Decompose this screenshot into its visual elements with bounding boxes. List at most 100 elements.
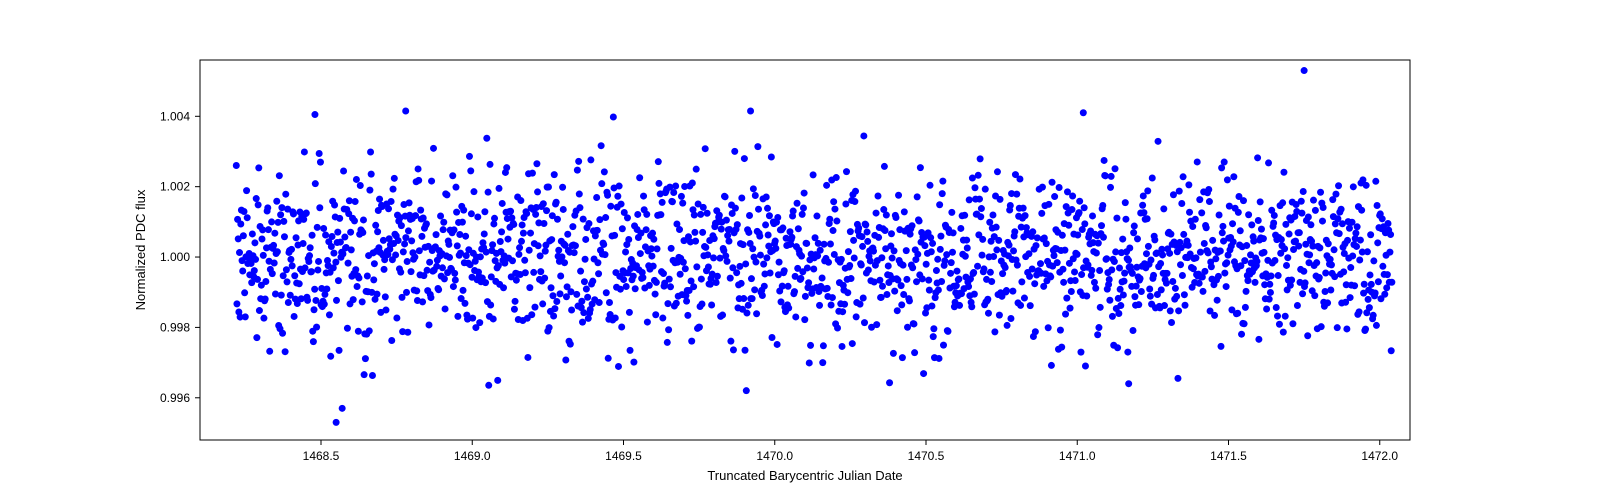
data-point xyxy=(255,164,262,171)
data-point xyxy=(698,301,705,308)
data-point xyxy=(1026,273,1033,280)
data-point xyxy=(1372,178,1379,185)
data-point xyxy=(462,233,469,240)
data-point xyxy=(426,321,433,328)
data-point xyxy=(435,286,442,293)
data-point xyxy=(285,299,292,306)
data-point xyxy=(494,377,501,384)
data-point xyxy=(1189,223,1196,230)
data-point xyxy=(352,266,359,273)
data-point xyxy=(1335,182,1342,189)
data-point xyxy=(406,199,413,206)
data-point xyxy=(691,229,698,236)
data-point xyxy=(1032,328,1039,335)
data-point xyxy=(1172,285,1179,292)
data-point xyxy=(1298,210,1305,217)
data-point xyxy=(423,220,430,227)
data-point xyxy=(1002,264,1009,271)
data-point xyxy=(548,284,555,291)
data-point xyxy=(589,278,596,285)
data-point xyxy=(1139,202,1146,209)
data-point xyxy=(511,306,518,313)
data-point xyxy=(253,195,260,202)
data-point xyxy=(577,268,584,275)
data-point xyxy=(270,242,277,249)
data-point xyxy=(985,310,992,317)
data-point xyxy=(1263,305,1270,312)
data-point xyxy=(1331,246,1338,253)
data-point xyxy=(903,276,910,283)
data-point xyxy=(557,273,564,280)
data-point xyxy=(1343,325,1350,332)
data-point xyxy=(1147,293,1154,300)
scatter-chart: 1468.51469.01469.51470.01470.51471.01471… xyxy=(0,0,1600,500)
data-point xyxy=(555,247,562,254)
data-point xyxy=(1029,228,1036,235)
data-point xyxy=(828,302,835,309)
data-point xyxy=(626,309,633,316)
data-point xyxy=(696,324,703,331)
data-point xyxy=(971,291,978,298)
data-point xyxy=(362,355,369,362)
data-point xyxy=(554,216,561,223)
data-point xyxy=(256,307,263,314)
data-point xyxy=(806,359,813,366)
data-point xyxy=(1039,184,1046,191)
data-point xyxy=(353,176,360,183)
data-point xyxy=(596,299,603,306)
data-point xyxy=(1101,157,1108,164)
data-point xyxy=(1313,259,1320,266)
data-point xyxy=(1056,184,1063,191)
data-point xyxy=(803,240,810,247)
data-point xyxy=(894,307,901,314)
data-point xyxy=(820,342,827,349)
data-point xyxy=(1324,299,1331,306)
data-point xyxy=(368,171,375,178)
data-point xyxy=(1059,232,1066,239)
data-point xyxy=(1266,281,1273,288)
data-point xyxy=(634,211,641,218)
data-point xyxy=(1300,188,1307,195)
data-point xyxy=(1350,183,1357,190)
data-point xyxy=(1014,262,1021,269)
data-point xyxy=(920,370,927,377)
data-point xyxy=(1074,232,1081,239)
data-point xyxy=(1351,282,1358,289)
data-point xyxy=(280,272,287,279)
data-point xyxy=(855,224,862,231)
data-point xyxy=(533,160,540,167)
data-point xyxy=(725,238,732,245)
data-point xyxy=(860,132,867,139)
data-point xyxy=(688,338,695,345)
data-point xyxy=(461,300,468,307)
data-point xyxy=(625,236,632,243)
data-point xyxy=(644,319,651,326)
data-point xyxy=(945,328,952,335)
data-point xyxy=(842,201,849,208)
data-point xyxy=(290,210,297,217)
data-point xyxy=(392,251,399,258)
data-point xyxy=(240,232,247,239)
data-point xyxy=(757,252,764,259)
data-point xyxy=(269,270,276,277)
data-point xyxy=(1122,199,1129,206)
data-point xyxy=(481,208,488,215)
data-point xyxy=(891,288,898,295)
data-point xyxy=(797,275,804,282)
data-point xyxy=(542,248,549,255)
data-point xyxy=(524,354,531,361)
data-point xyxy=(1375,278,1382,285)
data-point xyxy=(1255,217,1262,224)
data-point xyxy=(1174,375,1181,382)
data-point xyxy=(1270,219,1277,226)
data-point xyxy=(393,314,400,321)
data-point xyxy=(289,262,296,269)
data-point xyxy=(646,282,653,289)
x-tick-label: 1472.0 xyxy=(1361,449,1398,463)
data-point xyxy=(1223,283,1230,290)
data-point xyxy=(731,148,738,155)
data-point xyxy=(1373,322,1380,329)
data-point xyxy=(851,255,858,262)
data-point xyxy=(1061,247,1068,254)
data-point xyxy=(1319,218,1326,225)
